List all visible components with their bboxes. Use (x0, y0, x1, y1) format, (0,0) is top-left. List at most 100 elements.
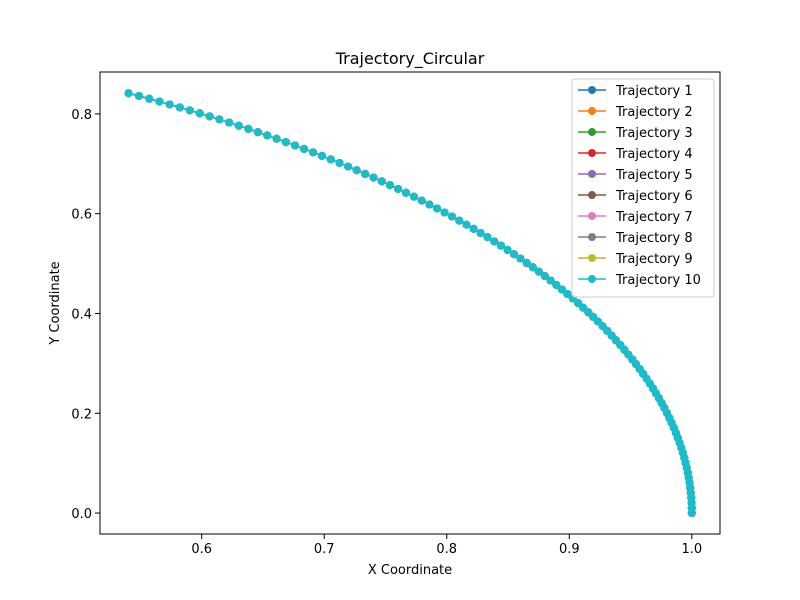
data-point (462, 220, 471, 229)
data-point (369, 173, 378, 182)
x-axis-label: X Coordinate (368, 563, 452, 578)
data-point (165, 100, 174, 109)
data-point (385, 181, 394, 190)
data-point (215, 115, 224, 124)
legend-item: Trajectory 2 (578, 105, 693, 120)
x-tick-label: 0.6 (191, 542, 212, 557)
data-point (225, 118, 234, 127)
data-point (145, 94, 154, 103)
data-point (281, 138, 290, 147)
series-10 (124, 89, 696, 518)
legend-label: Trajectory 5 (615, 168, 693, 183)
legend-swatch-marker (588, 86, 596, 94)
legend-swatch-marker (588, 233, 596, 241)
data-point (335, 158, 344, 167)
y-tick-label: 0.0 (71, 507, 92, 522)
legend-label: Trajectory 8 (615, 231, 693, 246)
data-point (195, 109, 204, 118)
data-point (155, 97, 164, 106)
data-point (522, 258, 531, 267)
legend-swatch-marker (588, 212, 596, 220)
legend-box (571, 78, 715, 298)
data-point (574, 299, 583, 308)
data-point (425, 200, 434, 209)
legend-label: Trajectory 3 (615, 126, 693, 141)
data-point (244, 124, 253, 133)
legend-swatch-marker (588, 170, 596, 178)
legend-item: Trajectory 10 (578, 273, 701, 288)
y-tick-label: 0.4 (71, 307, 92, 322)
data-point (361, 169, 370, 178)
legend-label: Trajectory 6 (615, 189, 693, 204)
legend-item: Trajectory 1 (578, 84, 693, 99)
legend-swatch-marker (588, 128, 596, 136)
legend-swatch-marker (588, 107, 596, 115)
y-tick-label: 0.6 (71, 208, 92, 223)
data-point (440, 208, 449, 217)
legend-swatch-marker (588, 149, 596, 157)
y-axis-label: Y Coordinate (48, 261, 63, 345)
data-point (534, 267, 543, 276)
data-point (455, 216, 464, 225)
data-point (516, 254, 525, 263)
data-point (490, 237, 499, 246)
legend-swatch-marker (588, 275, 596, 283)
data-point (394, 184, 403, 193)
data-point (483, 233, 492, 242)
data-point (503, 245, 512, 254)
data-point (317, 151, 326, 160)
data-point (377, 177, 386, 186)
data-point (326, 155, 335, 164)
data-point (546, 276, 555, 285)
plot-series (124, 89, 696, 518)
x-tick-label: 1.0 (681, 542, 702, 557)
data-point (496, 241, 505, 250)
legend-swatch-marker (588, 254, 596, 262)
plot-frame (99, 71, 721, 535)
data-point (402, 188, 411, 197)
chart-title: Trajectory_Circular (335, 49, 485, 69)
data-point (309, 148, 318, 157)
data-point (557, 285, 566, 294)
data-point (352, 166, 361, 175)
data-point (253, 128, 262, 137)
data-point (540, 272, 549, 281)
y-axis-ticks: 0.0 0.2 0.4 0.6 0.8 (71, 108, 100, 522)
y-tick-label: 0.8 (71, 108, 92, 123)
data-point (134, 91, 143, 100)
data-point (579, 303, 588, 312)
data-point (510, 250, 519, 259)
data-point (234, 121, 243, 130)
legend-label: Trajectory 9 (615, 252, 693, 267)
data-point (272, 134, 281, 143)
data-point (417, 196, 426, 205)
legend-item: Trajectory 4 (578, 147, 693, 162)
legend-item: Trajectory 5 (578, 168, 693, 183)
x-tick-label: 0.7 (314, 542, 335, 557)
legend: Trajectory 1 Trajectory 2 Trajectory 3 Traj… (571, 78, 715, 298)
data-point (476, 229, 485, 237)
legend-swatch-marker (588, 191, 596, 199)
x-tick-label: 0.8 (436, 542, 457, 557)
legend-item: Trajectory 7 (578, 210, 693, 225)
legend-label: Trajectory 4 (615, 147, 693, 162)
legend-label: Trajectory 7 (615, 210, 693, 225)
data-point (175, 103, 184, 112)
data-point (409, 192, 418, 201)
data-point (528, 263, 537, 272)
data-point (469, 224, 478, 233)
x-tick-label: 0.9 (559, 542, 580, 557)
data-point (563, 289, 572, 298)
data-point (124, 89, 133, 98)
legend-item: Trajectory 8 (578, 231, 693, 246)
x-axis-ticks: 0.6 0.7 0.8 0.9 1.0 (191, 534, 702, 557)
legend-item: Trajectory 9 (578, 252, 693, 267)
legend-label: Trajectory 10 (615, 273, 701, 288)
data-point (205, 112, 214, 121)
data-point (447, 212, 456, 221)
data-point (291, 141, 299, 150)
data-point (263, 131, 272, 140)
legend-label: Trajectory 1 (615, 84, 693, 99)
data-point (552, 280, 561, 289)
